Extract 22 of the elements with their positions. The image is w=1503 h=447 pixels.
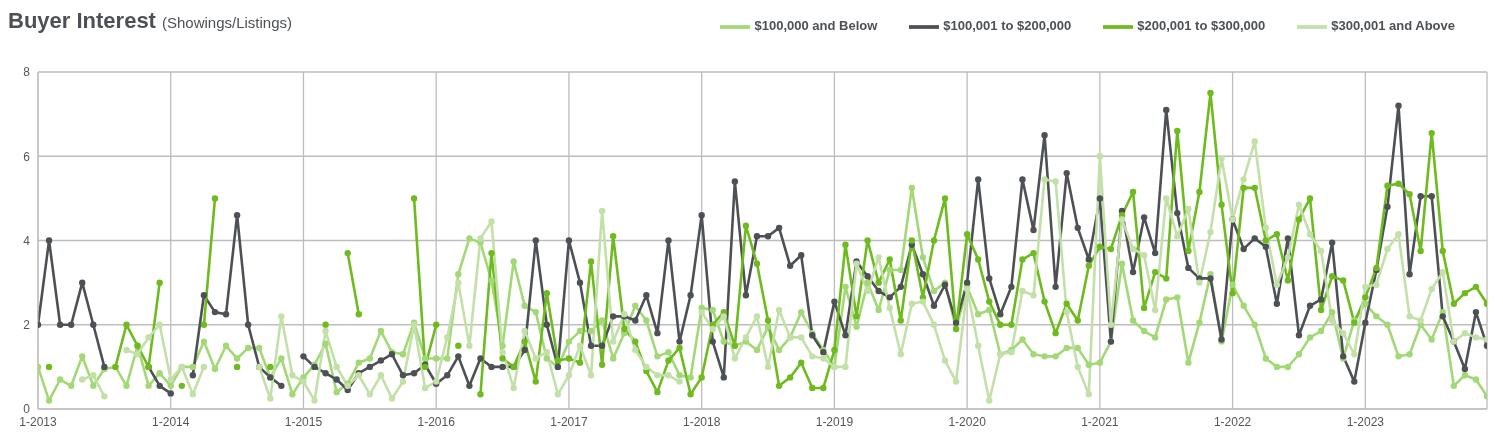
legend-label: $100,001 to $200,000 [943,18,1072,34]
chart-subtitle: (Showings/Listings) [161,14,293,31]
x-tick-label: 1-2021 [1081,414,1119,429]
y-tick-label: 0 [23,402,31,417]
x-tick-label: 1-2017 [550,414,588,429]
x-tick-label: 1-2023 [1346,414,1385,429]
y-tick-label: 6 [23,149,31,164]
x-tick-label: 1-2014 [152,414,190,429]
legend-label: $300,001 and Above [1331,18,1455,34]
x-tick-label: 1-2018 [682,414,721,429]
chart-title: Buyer Interest [8,8,156,33]
x-tick-label: 1-2016 [417,414,456,429]
x-tick-label: 1-2022 [1213,414,1252,429]
x-tick-label: 1-2013 [19,414,57,429]
x-tick-label: 1-2019 [815,414,854,429]
y-tick-label: 4 [23,233,31,248]
x-tick-label: 1-2015 [284,414,323,429]
legend-label: $100,000 and Below [754,18,878,34]
legend-label: $200,001 to $300,000 [1137,18,1266,34]
x-tick-label: 1-2020 [948,414,987,429]
y-tick-label: 2 [23,318,31,333]
y-tick-label: 8 [23,65,31,80]
